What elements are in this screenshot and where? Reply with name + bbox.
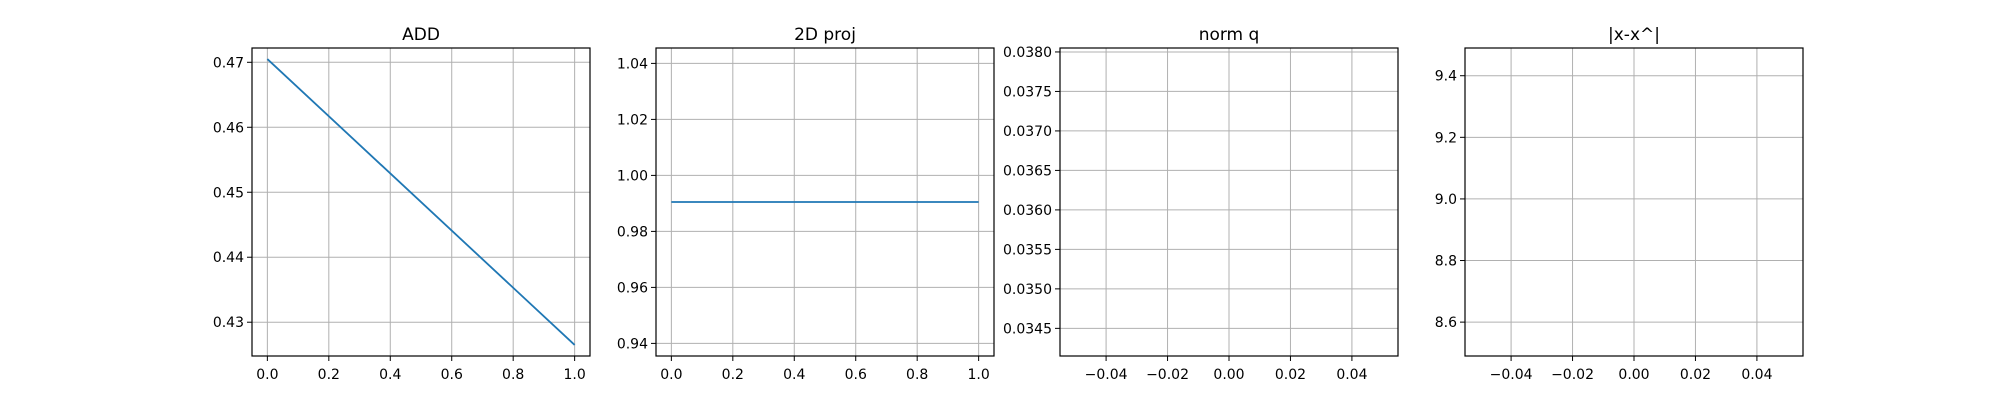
chart-panel-4: −0.04 −0.02 0.00 0.02 0.04 8.6 8.8 9.0 9.2 9.4 |x-… <box>1435 25 1804 383</box>
y-tick-label: 8.8 <box>1435 254 1457 270</box>
y-tick-label: 9.0 <box>1435 192 1457 208</box>
x-tick-label: 0.00 <box>1213 367 1244 383</box>
series-line <box>266 58 576 346</box>
y-tick-label: 0.0380 <box>1003 45 1052 61</box>
y-tick-label: 0.0355 <box>1003 242 1052 258</box>
chart-panel-3: −0.04 −0.02 0.00 0.02 0.04 0.0345 0.0350 0.0355… <box>1003 25 1399 383</box>
y-tick-label: 0.94 <box>617 336 648 352</box>
x-tick-label: −0.02 <box>1146 367 1189 383</box>
x-tick-label: 0.02 <box>1275 367 1306 383</box>
y-tick-label: 0.0350 <box>1003 282 1052 298</box>
y-tick-label: 0.96 <box>617 280 648 296</box>
x-tick-label: 0.4 <box>379 367 401 383</box>
x-tick-label: 1.0 <box>968 367 990 383</box>
x-tick-label: 0.4 <box>783 367 805 383</box>
x-tick-label: 0.8 <box>906 367 928 383</box>
chart-title: ADD <box>402 25 440 45</box>
x-tick-label: 0.04 <box>1741 367 1772 383</box>
y-tick-label: 9.4 <box>1435 69 1457 85</box>
x-tick-label: −0.04 <box>1085 367 1128 383</box>
axes-frame <box>1464 47 1804 357</box>
y-tick-label: 1.02 <box>617 112 648 128</box>
x-tick-label: 0.02 <box>1680 367 1711 383</box>
y-tick-label: 0.47 <box>213 55 244 71</box>
y-tick-label: 9.2 <box>1435 130 1457 146</box>
y-tick-label: 0.0370 <box>1003 124 1052 140</box>
x-tick-label: 0.2 <box>318 367 340 383</box>
x-tick-label: 0.6 <box>845 367 867 383</box>
axes-frame <box>655 47 995 357</box>
y-tick-label: 0.43 <box>213 315 244 331</box>
axes-frame <box>251 47 591 357</box>
y-tick-label: 0.46 <box>213 120 244 136</box>
x-tick-label: 0.2 <box>722 367 744 383</box>
chart-title: |x-x^| <box>1608 25 1660 45</box>
y-tick-label: 0.45 <box>213 185 244 201</box>
chart-panel-2: 0.0 0.2 0.4 0.6 0.8 1.0 0.94 0.96 0.98 1.00 1.02 1.… <box>617 25 995 383</box>
y-tick-label: 0.98 <box>617 224 648 240</box>
y-tick-label: 0.0360 <box>1003 203 1052 219</box>
chart-title: 2D proj <box>794 25 856 45</box>
x-tick-label: 0.8 <box>502 367 524 383</box>
x-tick-label: 0.0 <box>256 367 278 383</box>
y-tick-label: 0.44 <box>213 250 244 266</box>
x-tick-label: 1.0 <box>564 367 586 383</box>
y-tick-label: 0.0345 <box>1003 321 1052 337</box>
y-tick-label: 0.0375 <box>1003 84 1052 100</box>
y-tick-label: 8.6 <box>1435 315 1457 331</box>
x-tick-label: 0.04 <box>1336 367 1367 383</box>
x-tick-label: 0.6 <box>441 367 463 383</box>
y-tick-label: 1.00 <box>617 168 648 184</box>
y-tick-label: 1.04 <box>617 56 648 72</box>
x-tick-label: −0.02 <box>1551 367 1594 383</box>
chart-title: norm q <box>1199 25 1260 45</box>
x-tick-label: 0.0 <box>660 367 682 383</box>
x-tick-label: 0.00 <box>1618 367 1649 383</box>
x-tick-label: −0.04 <box>1490 367 1533 383</box>
chart-panel-1: 0.0 0.2 0.4 0.6 0.8 1.0 0.43 0.44 0.45 0.46 0.47 AD… <box>213 25 591 383</box>
axes-frame <box>1059 47 1399 357</box>
y-tick-label: 0.0365 <box>1003 163 1052 179</box>
